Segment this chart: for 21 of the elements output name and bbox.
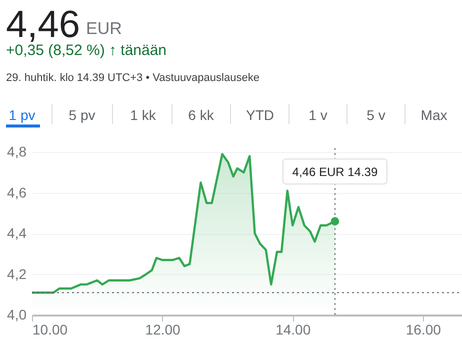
annotation: 4,46 EUR 14.39 (292, 165, 378, 179)
text: 1 v (308, 107, 328, 123)
y-tick-label: 4,0 (7, 306, 27, 322)
text: +0,35 (8,52 %) ↑ tänään (6, 42, 167, 59)
x-tick-label: 12.00 (145, 322, 181, 338)
text: 29. huhtik. klo 14.39 UTC+3 • Vastuuvapauslauseke (6, 72, 260, 84)
text: YTD (246, 107, 274, 123)
x-tick-label: 10.00 (32, 322, 68, 338)
text: 1 kk (130, 107, 157, 123)
text: 1 pv (8, 107, 36, 123)
y-tick-label: 4,6 (7, 184, 27, 200)
text: 5 v (366, 107, 386, 123)
y-tick-label: 4,8 (7, 144, 27, 160)
y-tick-label: 4,4 (7, 225, 27, 242)
text: 6 kk (188, 107, 215, 123)
text: Max (420, 107, 448, 123)
text: 5 pv (68, 107, 96, 123)
text: EUR (86, 19, 122, 38)
x-tick-label: 14.00 (276, 322, 311, 338)
y-tick-label: 4,2 (7, 266, 27, 282)
x-tick-label: 16.00 (406, 322, 442, 338)
